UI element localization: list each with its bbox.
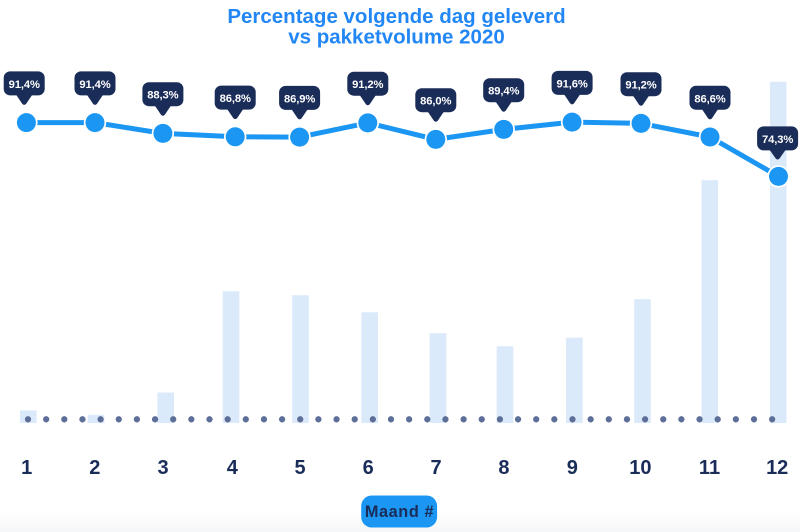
svg-text:4: 4: [227, 457, 239, 479]
svg-text:86,6%: 86,6%: [694, 93, 725, 105]
svg-text:9: 9: [567, 457, 578, 479]
svg-text:88,3%: 88,3%: [147, 90, 178, 102]
svg-text:91,2%: 91,2%: [352, 79, 383, 91]
svg-text:89,4%: 89,4%: [488, 86, 519, 98]
svg-text:91,2%: 91,2%: [625, 80, 656, 92]
svg-text:2: 2: [89, 457, 100, 479]
svg-text:6: 6: [363, 457, 374, 479]
svg-text:86,0%: 86,0%: [420, 96, 451, 108]
svg-text:1: 1: [21, 457, 32, 479]
svg-text:3: 3: [157, 457, 168, 479]
svg-text:10: 10: [629, 457, 651, 479]
svg-text:91,6%: 91,6%: [556, 78, 587, 90]
svg-text:8: 8: [498, 457, 509, 479]
svg-text:Percentage volgende dag geleve: Percentage volgende dag geleverd: [227, 5, 565, 28]
svg-text:86,8%: 86,8%: [220, 93, 251, 105]
svg-text:91,4%: 91,4%: [9, 79, 40, 91]
svg-text:7: 7: [431, 457, 442, 479]
svg-text:12: 12: [766, 457, 788, 479]
svg-text:91,4%: 91,4%: [79, 79, 110, 91]
svg-text:86,9%: 86,9%: [284, 93, 315, 105]
svg-text:74,3%: 74,3%: [762, 134, 793, 146]
svg-text:11: 11: [699, 457, 720, 479]
svg-text:vs pakketvolume 2020: vs pakketvolume 2020: [288, 26, 505, 49]
svg-text:5: 5: [294, 457, 305, 479]
svg-text:Maand #: Maand #: [365, 503, 434, 521]
